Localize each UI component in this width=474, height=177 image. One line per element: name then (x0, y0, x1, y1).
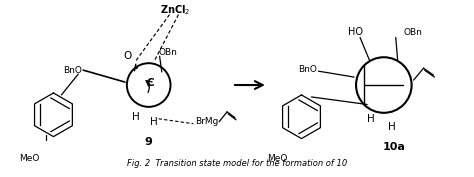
Text: H: H (388, 122, 396, 132)
Text: MeO: MeO (19, 154, 40, 163)
Text: MeO: MeO (267, 154, 288, 163)
Text: H: H (132, 112, 140, 122)
Text: Fig. 2  Transition state model for the formation of 10: Fig. 2 Transition state model for the fo… (127, 159, 347, 168)
Text: HO: HO (347, 27, 363, 38)
Text: H: H (367, 114, 375, 124)
Text: OBn: OBn (158, 48, 177, 57)
Text: 9: 9 (145, 137, 153, 147)
Text: O: O (124, 51, 132, 61)
Text: H: H (150, 117, 157, 127)
Text: OBn: OBn (404, 28, 422, 37)
Text: BrMg: BrMg (195, 117, 219, 126)
Text: 10a: 10a (383, 142, 405, 152)
Text: ZnCl$_2$: ZnCl$_2$ (160, 3, 191, 16)
Text: C: C (147, 78, 155, 88)
Text: BnO: BnO (299, 65, 318, 74)
Text: BnO: BnO (64, 66, 82, 75)
